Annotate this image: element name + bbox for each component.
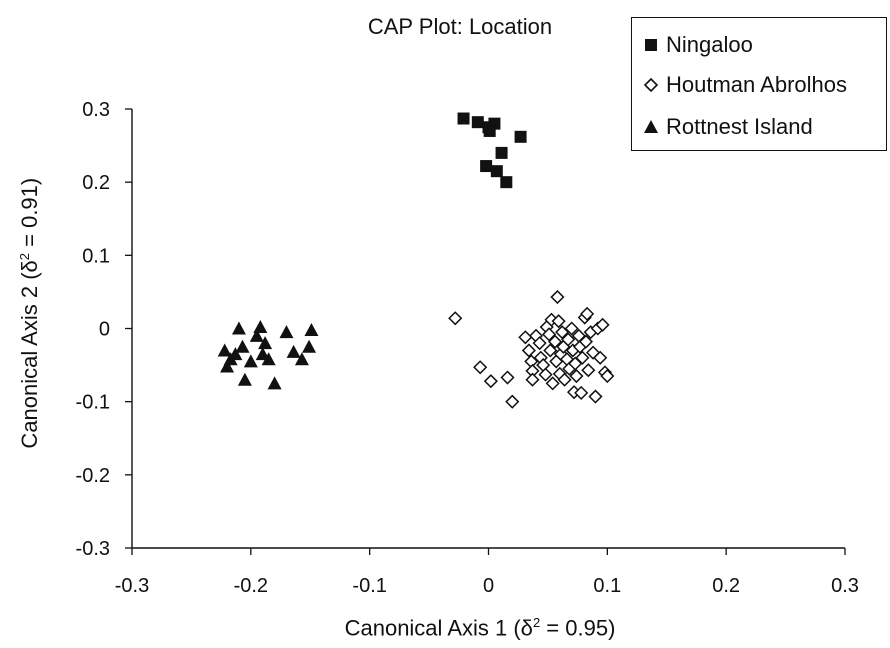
legend-label-rottnest-island: Rottnest Island bbox=[666, 114, 813, 139]
x-tick-label: -0.3 bbox=[115, 575, 149, 597]
x-tick-label: 0.1 bbox=[593, 575, 621, 597]
rottnest-island-point bbox=[231, 321, 246, 335]
ningaloo-point bbox=[495, 146, 508, 159]
houtman-abrolhos-point bbox=[532, 336, 547, 351]
x-axis-label-tail: = 0.95) bbox=[540, 615, 616, 641]
legend-item-houtman-abrolhos: Houtman Abrolhos bbox=[642, 70, 847, 100]
x-tick-label: -0.2 bbox=[234, 575, 268, 597]
x-axis-label-sup: 2 bbox=[532, 615, 541, 630]
rottnest-island-point bbox=[249, 328, 264, 342]
houtman-abrolhos-point bbox=[525, 372, 540, 387]
legend-item-ningaloo: Ningaloo bbox=[642, 30, 753, 60]
ningaloo-point bbox=[480, 160, 493, 173]
houtman-abrolhos-point bbox=[588, 389, 603, 404]
rottnest-island-point bbox=[258, 336, 273, 350]
houtman-abrolhos-point bbox=[578, 334, 594, 349]
y-tick-label: -0.1 bbox=[76, 392, 110, 414]
houtman-abrolhos-point bbox=[555, 325, 570, 340]
rottnest-island-point bbox=[302, 339, 317, 353]
legend: Ningaloo Houtman Abrolhos Rottnest Islan… bbox=[631, 17, 887, 151]
houtman-abrolhos-point bbox=[600, 368, 615, 384]
houtman-abrolhos-point bbox=[550, 289, 565, 305]
rottnest-island-point bbox=[228, 347, 243, 361]
houtman-abrolhos-point bbox=[473, 360, 488, 375]
houtman-abrolhos-point bbox=[547, 334, 563, 349]
rottnest-island-point bbox=[286, 344, 301, 358]
y-axis-label: Canonical Axis 2 (δ2 = 0.91) bbox=[17, 133, 43, 493]
legend-label-houtman-abrolhos: Houtman Abrolhos bbox=[666, 72, 847, 97]
houtman-abrolhos-point bbox=[483, 374, 498, 389]
filled-square-marker-icon bbox=[645, 39, 657, 51]
houtman-abrolhos-point bbox=[518, 330, 533, 345]
y-tick-label: 0 bbox=[99, 319, 110, 341]
houtman-abrolhos-point bbox=[500, 370, 515, 385]
ningaloo-point bbox=[457, 112, 470, 125]
rottnest-island-point bbox=[217, 343, 232, 357]
y-tick-label: -0.3 bbox=[76, 538, 110, 560]
ningaloo-point bbox=[514, 130, 527, 143]
houtman-abrolhos-point bbox=[521, 343, 536, 358]
ningaloo-point bbox=[471, 116, 484, 129]
houtman-abrolhos-point bbox=[595, 317, 610, 332]
houtman-abrolhos-point bbox=[543, 343, 558, 358]
houtman-abrolhos-point bbox=[574, 385, 589, 400]
rottnest-island-point bbox=[243, 354, 258, 368]
houtman-abrolhos-point bbox=[575, 350, 590, 365]
rottnest-island-point bbox=[279, 325, 294, 339]
x-axis-label-main: Canonical Axis 1 (δ bbox=[344, 615, 533, 641]
rottnest-island-point bbox=[304, 322, 319, 336]
houtman-abrolhos-point bbox=[557, 372, 572, 387]
houtman-abrolhos-point bbox=[545, 376, 560, 391]
y-tick-label: 0.1 bbox=[82, 245, 110, 267]
houtman-abrolhos-point bbox=[580, 306, 595, 321]
ningaloo-point bbox=[483, 124, 496, 137]
rottnest-island-point bbox=[220, 359, 235, 373]
houtman-abrolhos-point bbox=[569, 368, 584, 384]
x-tick-label: -0.1 bbox=[352, 575, 386, 597]
y-axis-label-main: Canonical Axis 2 (δ bbox=[17, 260, 43, 449]
chart-title: CAP Plot: Location bbox=[367, 14, 553, 39]
houtman-abrolhos-point bbox=[538, 367, 553, 382]
houtman-abrolhos-point bbox=[581, 363, 596, 378]
rottnest-island-point bbox=[253, 320, 268, 334]
x-tick-label: 0.3 bbox=[831, 575, 859, 597]
open-diamond-marker-icon bbox=[643, 77, 659, 93]
x-tick-label: 0.2 bbox=[712, 575, 740, 597]
filled-triangle-marker-icon bbox=[644, 120, 658, 133]
y-tick-label: -0.2 bbox=[76, 465, 110, 487]
legend-label-ningaloo: Ningaloo bbox=[666, 32, 753, 57]
x-axis-label: Canonical Axis 1 (δ2 = 0.95) bbox=[250, 615, 710, 641]
houtman-abrolhos-point bbox=[448, 311, 463, 326]
rottnest-island-point bbox=[235, 339, 250, 353]
ningaloo-point bbox=[500, 176, 513, 189]
houtman-abrolhos-point bbox=[542, 327, 557, 342]
houtman-abrolhos-point bbox=[564, 321, 579, 336]
houtman-abrolhos-point bbox=[505, 394, 520, 409]
y-axis-label-tail: = 0.91) bbox=[17, 177, 43, 253]
y-tick-label: 0.2 bbox=[82, 172, 110, 194]
legend-item-rottnest-island: Rottnest Island bbox=[642, 112, 813, 142]
y-tick-label: 0.3 bbox=[82, 99, 110, 121]
rottnest-island-point bbox=[237, 372, 252, 386]
y-axis-label-sup: 2 bbox=[16, 252, 32, 261]
houtman-abrolhos-point bbox=[593, 350, 608, 365]
rottnest-island-point bbox=[294, 352, 309, 366]
houtman-abrolhos-point bbox=[561, 332, 576, 347]
x-tick-label: 0 bbox=[483, 575, 494, 597]
ningaloo-point bbox=[490, 165, 503, 178]
rottnest-island-point bbox=[267, 376, 282, 390]
houtman-abrolhos-point bbox=[551, 314, 566, 329]
rottnest-island-point bbox=[261, 352, 276, 366]
